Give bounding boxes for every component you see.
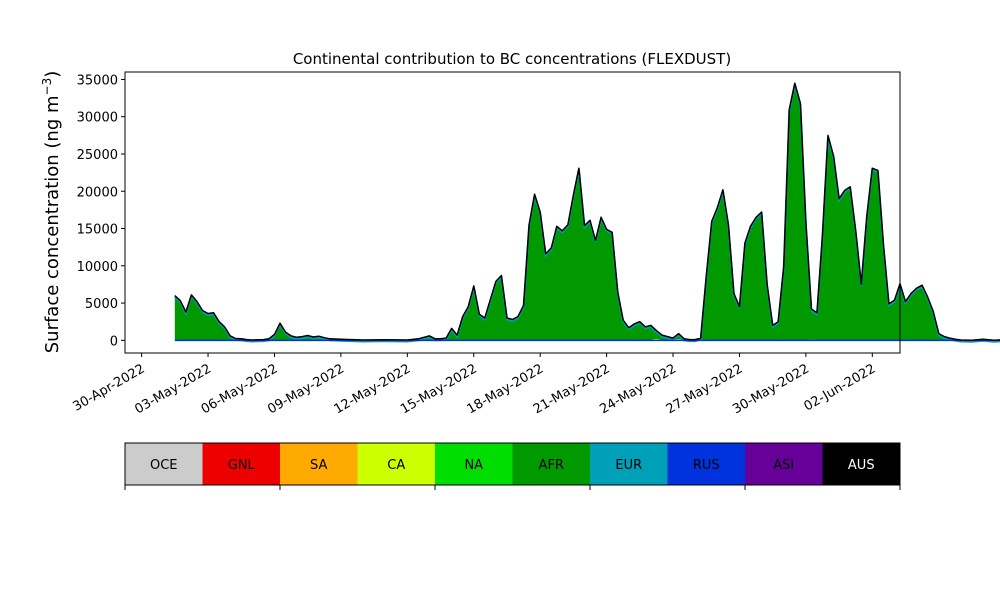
colorbar-label: GNL [228, 458, 256, 473]
y-tick-label: 10000 [77, 260, 118, 275]
colorbar-label: EUR [615, 458, 642, 473]
total-line [174, 82, 1000, 341]
colorbar-label: NA [464, 458, 483, 473]
x-axis: 30-Apr-202203-May-202206-May-202209-May-… [70, 353, 878, 417]
colorbar-cell-sa [280, 443, 358, 485]
y-tick-label: 30000 [77, 111, 118, 126]
colorbar-cell-eur [590, 443, 668, 485]
x-tick-label: 02-Jun-2022 [801, 361, 878, 414]
y-axis-label-close: ) [42, 71, 63, 78]
colorbar-cell-oce [125, 443, 203, 485]
plot-frame [124, 71, 901, 354]
colorbar-cell-asi [745, 443, 823, 485]
y-axis: 0 5000 10000 15000 20000 25000 30000 35000 [77, 73, 125, 349]
y-tick-label: 0 [110, 334, 118, 349]
y-tick-label: 15000 [77, 223, 118, 238]
colorbar-label: RUS [693, 458, 720, 473]
y-axis-label: Surface concentration (ng m−3) [40, 71, 63, 354]
colorbar-label: AFR [539, 458, 564, 473]
colorbar-label: ASI [773, 458, 794, 473]
colorbar-cell-afr [512, 443, 590, 485]
colorbar-cell-ca [357, 443, 435, 485]
colorbar-label: SA [310, 458, 327, 473]
colorbar-cell-na [435, 443, 513, 485]
colorbar-label: CA [387, 458, 405, 473]
plot-area [124, 71, 1000, 354]
colorbar-label: AUS [848, 458, 875, 473]
y-tick-label: 5000 [85, 297, 118, 312]
area-afr [174, 83, 1000, 341]
y-tick-label: 20000 [77, 185, 118, 200]
colorbar-label: OCE [150, 458, 178, 473]
colorbar-cell-gnl [202, 443, 280, 485]
colorbar-cell-aus [822, 443, 900, 485]
y-axis-label-exponent: −3 [40, 78, 54, 96]
y-tick-label: 35000 [77, 73, 118, 88]
colorbar-frame [124, 442, 901, 486]
y-tick-label: 25000 [77, 148, 118, 163]
colorbar: OCE GNL SA CA NA AFR EUR RUS ASI AUS [124, 442, 901, 490]
chart-title: Continental contribution to BC concentra… [293, 50, 731, 68]
colorbar-cell-rus [667, 443, 745, 485]
y-axis-label-text: Surface concentration (ng m [42, 95, 63, 353]
